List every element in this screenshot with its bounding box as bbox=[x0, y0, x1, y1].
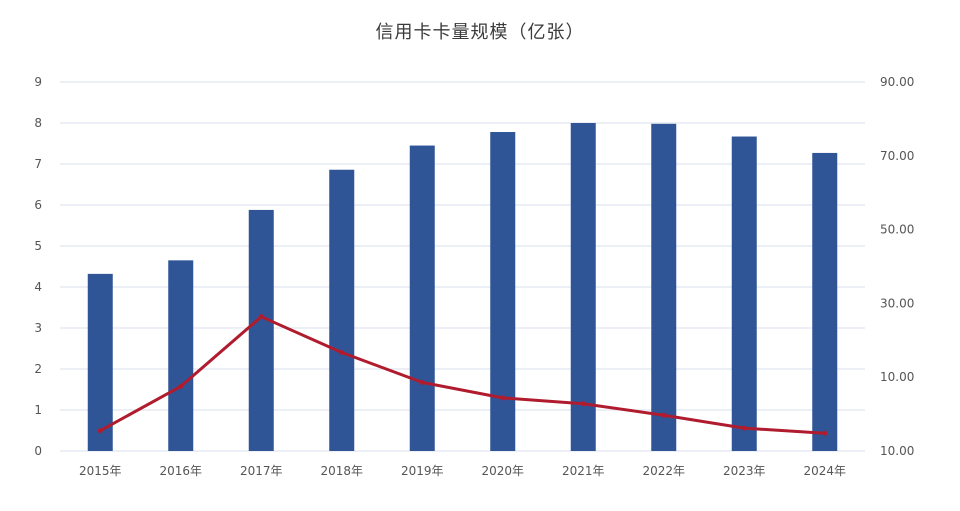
y-right-tick-label: 90.00 bbox=[880, 75, 914, 89]
bar bbox=[490, 132, 516, 451]
y-right-tick-label: 10.00 bbox=[880, 370, 914, 384]
line-point bbox=[419, 379, 425, 385]
bar bbox=[409, 145, 435, 452]
y-right-tick-label: 10.00 bbox=[880, 444, 914, 458]
x-tick-label: 2018年 bbox=[320, 464, 363, 478]
x-tick-label: 2016年 bbox=[159, 464, 202, 478]
y-left-tick-label: 0 bbox=[34, 444, 42, 458]
bar bbox=[168, 260, 194, 451]
bar bbox=[87, 273, 113, 451]
y-left-tick-label: 4 bbox=[34, 280, 42, 294]
bar bbox=[731, 136, 757, 451]
line-point bbox=[580, 401, 586, 407]
y-right-tick-label: 70.00 bbox=[880, 149, 914, 163]
line-series bbox=[98, 315, 827, 435]
y-right-tick-label: 30.00 bbox=[880, 296, 914, 310]
y-left-tick-label: 8 bbox=[34, 116, 42, 130]
x-tick-label: 2022年 bbox=[642, 464, 685, 478]
y-left-tick-label: 2 bbox=[34, 362, 42, 376]
x-tick-label: 2017年 bbox=[240, 464, 283, 478]
line-point bbox=[661, 412, 667, 418]
x-tick-label: 2021年 bbox=[562, 464, 605, 478]
line-point bbox=[500, 395, 506, 401]
line-point bbox=[741, 425, 747, 431]
y-left-tick-label: 1 bbox=[34, 403, 42, 417]
x-tick-label: 2019年 bbox=[401, 464, 444, 478]
x-tick-label: 2015年 bbox=[79, 464, 122, 478]
bar bbox=[329, 169, 355, 452]
line-point bbox=[97, 428, 103, 434]
x-tick-label: 2020年 bbox=[481, 464, 524, 478]
y-left-tick-label: 5 bbox=[34, 239, 42, 253]
y-left-tick-label: 7 bbox=[34, 157, 42, 171]
chart-title: 信用卡卡量规模（亿张） bbox=[375, 22, 585, 43]
y-left-tick-label: 9 bbox=[34, 75, 42, 89]
bar bbox=[570, 123, 596, 451]
line-point bbox=[339, 349, 345, 355]
y-left-tick-label: 3 bbox=[34, 321, 42, 335]
line-point bbox=[258, 314, 264, 320]
x-tick-label: 2023年 bbox=[723, 464, 766, 478]
line-point bbox=[822, 430, 828, 436]
y-left-tick-label: 6 bbox=[34, 198, 42, 212]
line-point bbox=[178, 383, 184, 389]
bar bbox=[651, 123, 677, 451]
bar bbox=[248, 209, 274, 451]
x-tick-label: 2024年 bbox=[803, 464, 846, 478]
bar bbox=[812, 152, 838, 451]
y-right-tick-label: 50.00 bbox=[880, 223, 914, 237]
